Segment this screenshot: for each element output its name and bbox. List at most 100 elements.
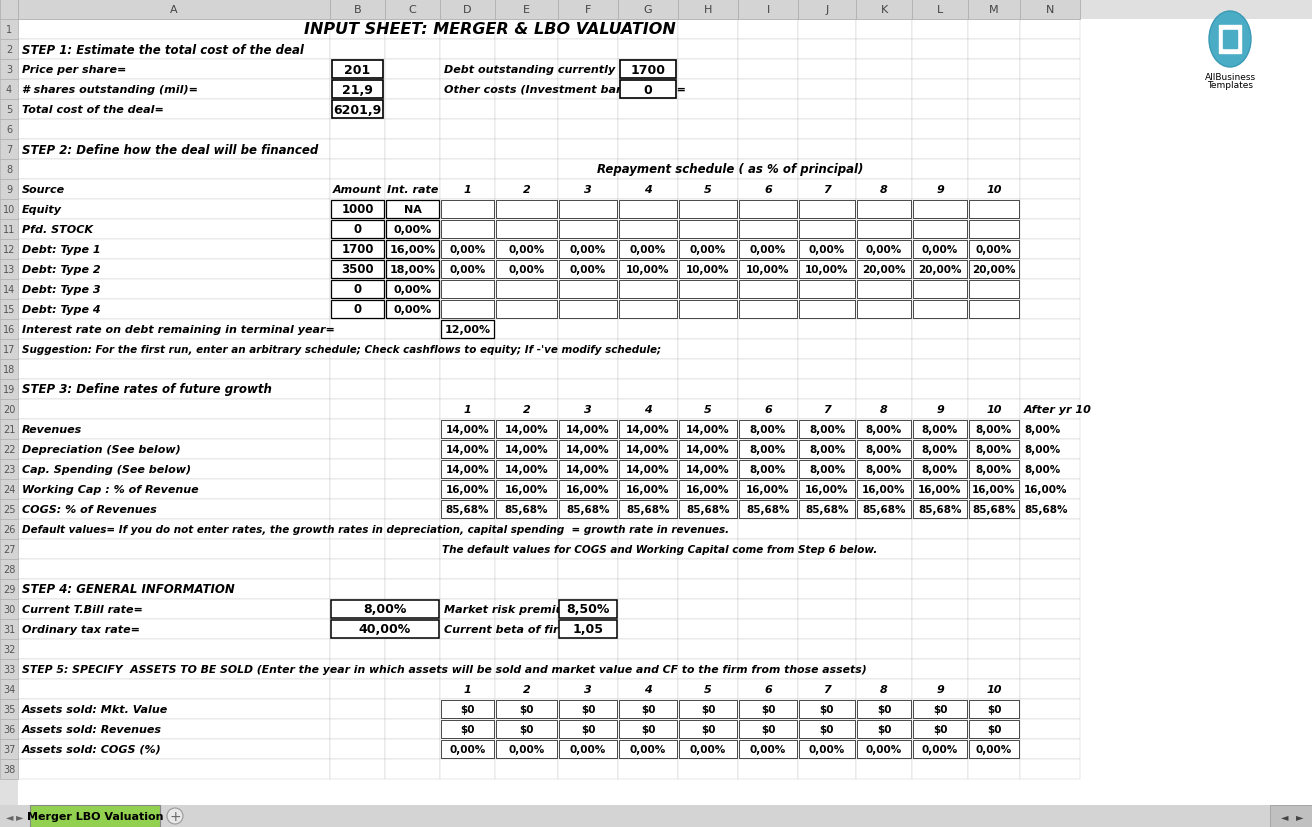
Bar [440,639,495,659]
Text: Debt: Type 1: Debt: Type 1 [22,245,101,255]
Bar [331,280,384,299]
Bar [384,280,440,299]
Text: L: L [937,5,943,15]
Bar [737,240,798,260]
Bar [495,659,558,679]
Text: 7: 7 [823,404,830,414]
Text: 8,00%: 8,00% [1023,424,1060,434]
Text: 16: 16 [3,325,16,335]
Bar [970,740,1019,758]
Bar [678,260,737,280]
Bar [619,480,677,499]
Text: Debt outstanding currently (mil)=: Debt outstanding currently (mil)= [443,65,659,75]
Bar [1219,26,1241,54]
Bar [857,500,911,519]
Text: Depreciation (See below): Depreciation (See below) [22,444,181,455]
Text: $0: $0 [461,724,475,734]
Bar [678,419,737,439]
Bar [441,241,495,259]
Bar [386,261,440,279]
Bar [18,160,331,179]
Bar [619,740,677,758]
Text: $0: $0 [461,704,475,715]
Bar [970,261,1019,279]
Bar [0,340,18,360]
Text: Assets sold: COGS (%): Assets sold: COGS (%) [22,744,161,754]
Bar [331,80,384,100]
Bar [559,500,617,519]
Bar [912,60,968,80]
Text: 0,00%: 0,00% [394,304,432,314]
Bar [441,221,495,239]
Bar [618,140,678,160]
Bar [678,439,737,460]
Bar [855,60,912,80]
Text: 0,00%: 0,00% [394,225,432,235]
Text: STEP 5: SPECIFY  ASSETS TO BE SOLD (Enter the year in which assets will be sold : STEP 5: SPECIFY ASSETS TO BE SOLD (Enter… [22,664,867,674]
Bar [331,280,384,299]
Bar [680,261,737,279]
Bar [618,220,678,240]
Bar [331,659,384,679]
Text: 8,00%: 8,00% [750,444,786,455]
Bar [737,460,798,480]
Text: 0,00%: 0,00% [450,245,485,255]
Bar [0,500,18,519]
Bar [331,319,384,340]
Text: 0,00%: 0,00% [508,265,544,275]
Bar [912,639,968,659]
Bar [18,319,331,340]
Bar [737,179,798,200]
Bar [737,439,798,460]
Bar [618,120,678,140]
Bar [798,600,855,619]
Bar [855,280,912,299]
Bar [558,299,618,319]
Bar [18,360,331,380]
Text: 14,00%: 14,00% [626,465,670,475]
Bar [737,419,798,439]
Text: 20,00%: 20,00% [862,265,905,275]
Bar [441,301,495,318]
Bar [18,659,331,679]
Text: 0,00%: 0,00% [450,744,485,754]
Text: 0,00%: 0,00% [976,245,1012,255]
Text: 85,68%: 85,68% [626,504,669,514]
Bar [912,140,968,160]
Bar [618,20,678,40]
Bar [737,739,798,759]
Text: 35: 35 [3,704,16,715]
Bar [1019,80,1080,100]
Bar [18,0,331,20]
Bar [678,20,737,40]
Bar [384,220,440,240]
Bar [618,600,678,619]
Bar [737,80,798,100]
Bar [558,419,618,439]
Bar [1019,360,1080,380]
Bar [619,700,677,718]
Bar [496,740,558,758]
Bar [384,340,440,360]
Bar [678,0,737,20]
Bar [678,120,737,140]
Bar [558,739,618,759]
Text: 8,00%: 8,00% [810,424,845,434]
Bar [384,500,440,519]
Text: Default values= If you do not enter rates, the growth rates in depreciation, cap: Default values= If you do not enter rate… [22,524,729,534]
Text: 2: 2 [522,404,530,414]
Text: 4: 4 [644,404,652,414]
Bar [913,500,967,519]
Bar [855,399,912,419]
Text: 6201,9: 6201,9 [333,103,382,117]
Bar [970,441,1019,458]
Bar [619,280,677,299]
Bar [441,461,495,479]
Bar [737,280,798,299]
Bar [798,179,855,200]
Bar [912,40,968,60]
Bar [680,420,737,438]
Bar [798,0,855,20]
Bar [970,241,1019,259]
Bar [384,480,440,500]
